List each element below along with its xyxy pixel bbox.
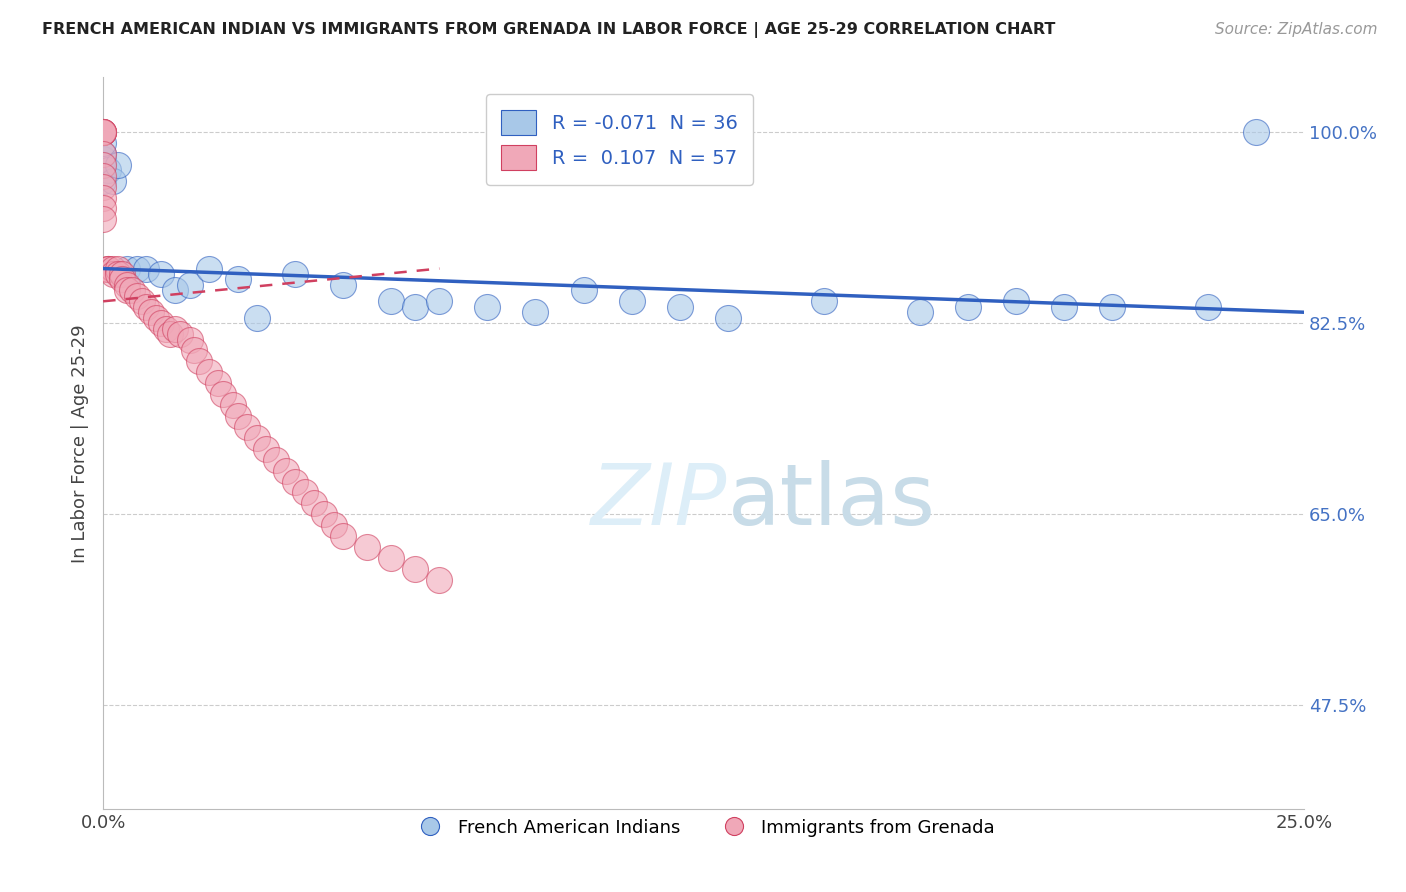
Point [246, 310, 269, 325]
Point [294, 485, 316, 500]
Point [115, 261, 138, 276]
Point [135, 300, 157, 314]
Point [101, 267, 124, 281]
Point [107, 267, 129, 281]
Point [91, 125, 114, 139]
Point [91, 125, 114, 139]
Point [155, 321, 177, 335]
Point [91, 136, 114, 150]
Point [101, 174, 124, 188]
Y-axis label: In Labor Force | Age 25-29: In Labor Force | Age 25-29 [72, 324, 89, 563]
Point [125, 289, 148, 303]
Point [149, 267, 172, 281]
Text: FRENCH AMERICAN INDIAN VS IMMIGRANTS FROM GRENADA IN LABOR FORCE | AGE 25-29 COR: FRENCH AMERICAN INDIAN VS IMMIGRANTS FRO… [42, 22, 1056, 38]
Point [165, 321, 187, 335]
Point [620, 294, 643, 309]
Point [97, 163, 120, 178]
Point [149, 316, 172, 330]
Point [97, 261, 120, 276]
Point [91, 174, 114, 188]
Point [284, 475, 307, 489]
Text: ZIP: ZIP [592, 460, 728, 543]
Point [380, 551, 402, 566]
Point [111, 267, 134, 281]
Legend: French American Indians, Immigrants from Grenada: French American Indians, Immigrants from… [405, 812, 1002, 844]
Point [145, 310, 167, 325]
Point [274, 464, 297, 478]
Point [314, 508, 336, 522]
Point [91, 125, 114, 139]
Point [207, 376, 229, 391]
Point [135, 261, 157, 276]
Point [322, 518, 344, 533]
Point [91, 125, 114, 139]
Point [97, 261, 120, 276]
Point [198, 365, 221, 379]
Point [91, 158, 114, 172]
Point [332, 529, 354, 543]
Point [380, 294, 402, 309]
Point [188, 354, 211, 368]
Point [91, 202, 114, 216]
Point [524, 305, 547, 319]
Point [404, 300, 426, 314]
Point [264, 452, 287, 467]
Point [222, 398, 245, 412]
Point [169, 327, 191, 342]
Point [304, 496, 326, 510]
Point [121, 284, 143, 298]
Point [91, 179, 114, 194]
Point [246, 431, 269, 445]
Point [111, 272, 134, 286]
Point [212, 387, 235, 401]
Point [91, 125, 114, 139]
Point [179, 277, 201, 292]
Point [284, 267, 307, 281]
Point [404, 562, 426, 576]
Point [107, 261, 129, 276]
Point [1197, 300, 1219, 314]
Point [91, 212, 114, 227]
Point [429, 294, 451, 309]
Point [198, 261, 221, 276]
Point [356, 540, 378, 554]
Point [91, 169, 114, 183]
Point [179, 333, 201, 347]
Point [91, 147, 114, 161]
Point [956, 300, 979, 314]
Point [429, 573, 451, 587]
Point [141, 305, 163, 319]
Point [91, 190, 114, 204]
Point [1053, 300, 1076, 314]
Point [668, 300, 690, 314]
Point [107, 158, 129, 172]
Point [91, 147, 114, 161]
Point [159, 327, 181, 342]
Point [908, 305, 931, 319]
Point [226, 272, 249, 286]
Point [813, 294, 835, 309]
Point [256, 442, 278, 456]
Text: atlas: atlas [728, 460, 935, 543]
Point [1101, 300, 1123, 314]
Text: Source: ZipAtlas.com: Source: ZipAtlas.com [1215, 22, 1378, 37]
Point [226, 409, 249, 423]
Point [97, 261, 120, 276]
Point [131, 294, 153, 309]
Point [236, 420, 259, 434]
Point [332, 277, 354, 292]
Point [717, 310, 740, 325]
Point [477, 300, 499, 314]
Point [91, 153, 114, 167]
Point [1005, 294, 1028, 309]
Point [183, 343, 205, 358]
Point [125, 261, 148, 276]
Point [115, 277, 138, 292]
Point [1244, 125, 1267, 139]
Point [115, 284, 138, 298]
Point [101, 261, 124, 276]
Point [572, 284, 595, 298]
Point [165, 284, 187, 298]
Point [91, 158, 114, 172]
